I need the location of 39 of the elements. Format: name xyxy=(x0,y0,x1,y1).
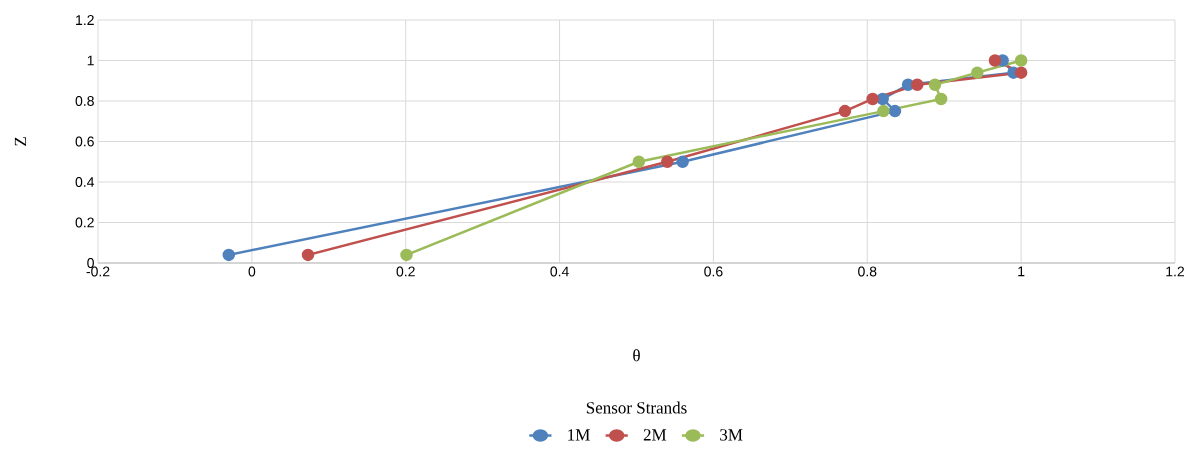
y-tick-label: 0.6 xyxy=(75,136,94,147)
y-tick-label: 1 xyxy=(87,55,94,66)
point xyxy=(661,155,674,168)
x-tick-label: 0.8 xyxy=(858,266,877,277)
point xyxy=(971,66,984,79)
x-axis-title: θ xyxy=(633,349,640,362)
point xyxy=(928,78,942,92)
legend-title: Sensor Strands xyxy=(586,401,687,414)
x-tick-label: 0.4 xyxy=(550,266,569,277)
point xyxy=(988,54,1002,67)
point xyxy=(888,104,902,118)
y-tick-label: 0.2 xyxy=(75,217,94,228)
x-tick-label: 0.2 xyxy=(396,266,415,277)
x-tick-label: 0.6 xyxy=(704,266,723,277)
x-tick-label: 1.2 xyxy=(1166,266,1185,277)
x-tick-label: 0 xyxy=(248,266,256,277)
legend-label: 3M xyxy=(720,429,743,441)
point xyxy=(838,104,852,118)
point xyxy=(400,248,413,262)
y-tick-label: 0 xyxy=(87,258,94,268)
y-axis-title: Z xyxy=(14,137,27,146)
point xyxy=(876,92,889,106)
legend-label: 1M xyxy=(568,429,590,441)
legend-label: 2M xyxy=(643,429,667,441)
point xyxy=(1014,66,1028,79)
x-tick-label: 1 xyxy=(1018,266,1025,277)
point xyxy=(866,92,879,106)
point xyxy=(222,248,236,262)
point xyxy=(676,155,689,168)
y-tick-label: 1.2 xyxy=(76,15,94,25)
y-tick-label: 0.8 xyxy=(75,96,94,106)
point xyxy=(632,155,646,168)
y-tick-label: 0.4 xyxy=(75,177,95,187)
point xyxy=(877,104,890,118)
point xyxy=(301,248,315,262)
x-tick-label: -0.2 xyxy=(86,266,110,277)
point xyxy=(1014,54,1028,67)
point xyxy=(934,92,948,106)
point xyxy=(911,78,924,92)
